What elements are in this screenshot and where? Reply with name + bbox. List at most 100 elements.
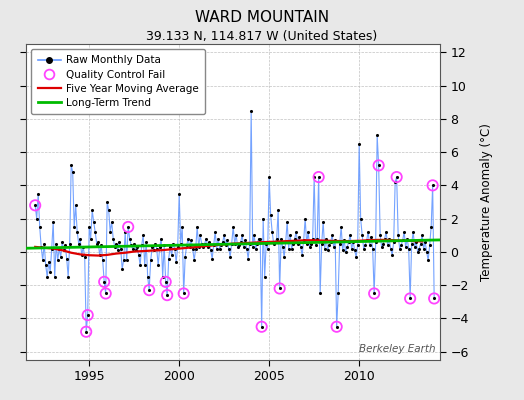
- Point: [180, 290, 188, 297]
- Point: [385, 235, 394, 242]
- Point: [78, 252, 86, 258]
- Point: [82, 328, 90, 335]
- Point: [410, 244, 419, 250]
- Point: [429, 182, 437, 188]
- Point: [408, 240, 416, 247]
- Point: [198, 240, 206, 247]
- Point: [253, 240, 261, 247]
- Point: [245, 240, 254, 247]
- Point: [201, 240, 209, 247]
- Point: [334, 290, 342, 297]
- Point: [95, 252, 104, 258]
- Point: [319, 219, 328, 225]
- Point: [45, 259, 53, 265]
- Point: [354, 242, 362, 248]
- Point: [250, 232, 258, 238]
- Point: [347, 245, 356, 252]
- Point: [152, 245, 161, 252]
- Point: [295, 234, 303, 240]
- Point: [424, 257, 432, 264]
- Point: [255, 235, 263, 242]
- Point: [112, 240, 121, 247]
- Point: [144, 274, 152, 280]
- Point: [61, 242, 69, 248]
- Point: [172, 259, 180, 265]
- Point: [330, 244, 338, 250]
- Point: [73, 229, 81, 235]
- Point: [140, 262, 149, 268]
- Point: [71, 202, 80, 208]
- Point: [304, 229, 312, 235]
- Point: [265, 174, 274, 180]
- Point: [37, 244, 46, 250]
- Point: [340, 237, 348, 244]
- Point: [69, 169, 77, 175]
- Point: [116, 245, 125, 252]
- Point: [46, 269, 54, 275]
- Point: [184, 235, 192, 242]
- Point: [409, 229, 417, 235]
- Point: [236, 239, 245, 245]
- Point: [79, 244, 88, 250]
- Point: [377, 244, 386, 250]
- Point: [127, 242, 135, 248]
- Point: [241, 237, 249, 244]
- Point: [281, 239, 290, 245]
- Point: [235, 242, 243, 248]
- Point: [85, 224, 93, 230]
- Point: [60, 247, 68, 254]
- Point: [102, 290, 110, 297]
- Point: [210, 242, 218, 248]
- Point: [283, 219, 291, 225]
- Point: [359, 245, 368, 252]
- Point: [178, 224, 187, 230]
- Point: [76, 235, 84, 242]
- Point: [344, 239, 353, 245]
- Point: [427, 224, 435, 230]
- Point: [384, 242, 392, 248]
- Point: [352, 254, 361, 260]
- Point: [119, 257, 128, 264]
- Legend: Raw Monthly Data, Quality Control Fail, Five Year Moving Average, Long-Term Tren: Raw Monthly Data, Quality Control Fail, …: [31, 49, 205, 114]
- Point: [52, 240, 60, 247]
- Point: [123, 257, 131, 264]
- Point: [202, 235, 210, 242]
- Point: [392, 174, 401, 180]
- Point: [373, 132, 381, 139]
- Point: [133, 244, 141, 250]
- Point: [301, 216, 309, 222]
- Point: [74, 240, 83, 247]
- Point: [277, 235, 286, 242]
- Y-axis label: Temperature Anomaly (°C): Temperature Anomaly (°C): [480, 123, 493, 281]
- Point: [370, 290, 378, 297]
- Point: [391, 179, 399, 185]
- Point: [163, 292, 171, 298]
- Point: [274, 207, 282, 214]
- Point: [403, 235, 411, 242]
- Point: [388, 252, 396, 258]
- Point: [367, 234, 375, 240]
- Point: [229, 224, 237, 230]
- Point: [252, 245, 260, 252]
- Point: [161, 279, 170, 285]
- Point: [121, 229, 129, 235]
- Point: [332, 324, 341, 330]
- Point: [375, 162, 383, 169]
- Point: [376, 232, 385, 238]
- Point: [41, 262, 50, 268]
- Point: [425, 242, 434, 248]
- Point: [421, 239, 429, 245]
- Point: [158, 274, 167, 280]
- Point: [58, 239, 67, 245]
- Point: [422, 249, 431, 255]
- Point: [220, 232, 228, 238]
- Point: [196, 232, 204, 238]
- Point: [191, 245, 200, 252]
- Point: [267, 212, 275, 218]
- Point: [205, 239, 213, 245]
- Point: [429, 182, 437, 188]
- Point: [94, 239, 102, 245]
- Point: [217, 242, 225, 248]
- Point: [147, 257, 155, 264]
- Point: [91, 229, 100, 235]
